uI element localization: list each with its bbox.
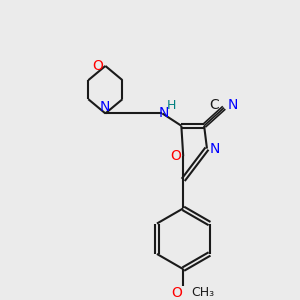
- Text: O: O: [170, 149, 181, 163]
- Text: O: O: [92, 59, 103, 73]
- Text: N: N: [159, 106, 169, 120]
- Text: H: H: [167, 99, 176, 112]
- Text: N: N: [99, 100, 110, 114]
- Text: N: N: [209, 142, 220, 156]
- Text: C: C: [210, 98, 219, 112]
- Text: CH₃: CH₃: [191, 286, 214, 299]
- Text: O: O: [171, 286, 182, 300]
- Text: N: N: [228, 98, 238, 112]
